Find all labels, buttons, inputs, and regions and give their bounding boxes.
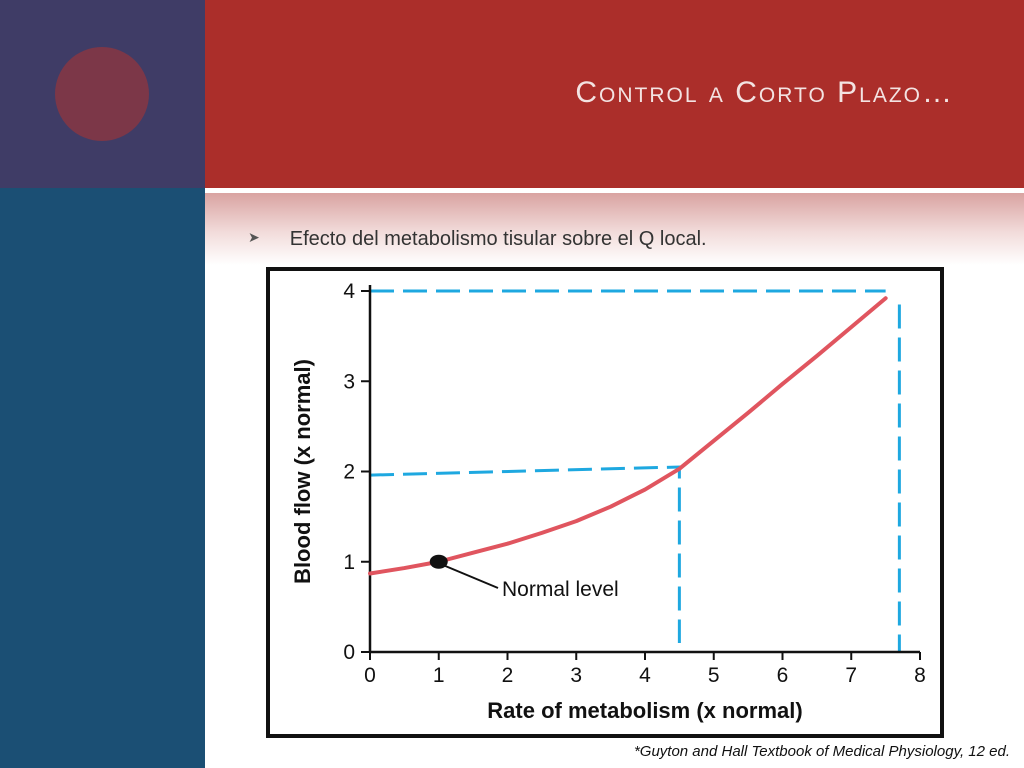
- x-tick-label: 6: [777, 664, 789, 687]
- x-tick-label: 3: [570, 664, 582, 687]
- x-tick-label: 2: [502, 664, 514, 687]
- arrowhead-bullet-icon: ➤: [248, 229, 260, 245]
- header-divider: [205, 188, 1024, 193]
- y-tick-label: 1: [343, 551, 355, 574]
- citation: *Guyton and Hall Textbook of Medical Phy…: [633, 743, 1010, 760]
- header-band: [205, 0, 1024, 188]
- y-tick-label: 0: [343, 641, 355, 664]
- blood-flow-chart: 0 1 2 3 4 5 6 7 8 0 1 2 3 4 Rate of metabolism (x norm…: [290, 280, 926, 723]
- x-tick-label: 7: [845, 664, 857, 687]
- x-axis-label: Rate of metabolism (x normal): [487, 698, 802, 723]
- gradient-band: [205, 193, 1024, 265]
- y-axis-label: Blood flow (x normal): [290, 359, 315, 584]
- series-line-1: [368, 296, 888, 576]
- bullet-item: ➤ Efecto del metabolismo tisular sobre el…: [248, 228, 707, 251]
- x-tick-label: 8: [914, 664, 926, 687]
- y-tick-label: 4: [343, 280, 355, 303]
- marker-callout-line: [444, 564, 499, 589]
- slide-title: Control a Corto Plazo…: [575, 76, 954, 109]
- bullet-text: Efecto del metabolismo tisular sobre el …: [289, 228, 707, 250]
- normal-level-marker: [429, 554, 448, 569]
- y-tick-label: 2: [343, 461, 355, 484]
- sidebar-bottom-panel: [0, 188, 205, 768]
- x-tick-label: 0: [364, 664, 376, 687]
- decorative-circle: [55, 47, 149, 141]
- chart-frame: 0 1 2 3 4 5 6 7 8 0 1 2 3 4 Rate of metabolism (x norm…: [266, 267, 944, 738]
- x-tick-label: 4: [639, 664, 651, 687]
- marker-label: Normal level: [502, 578, 619, 601]
- x-tick-label: 1: [433, 664, 445, 687]
- x-tick-label: 5: [708, 664, 720, 687]
- y-tick-label: 3: [343, 370, 355, 393]
